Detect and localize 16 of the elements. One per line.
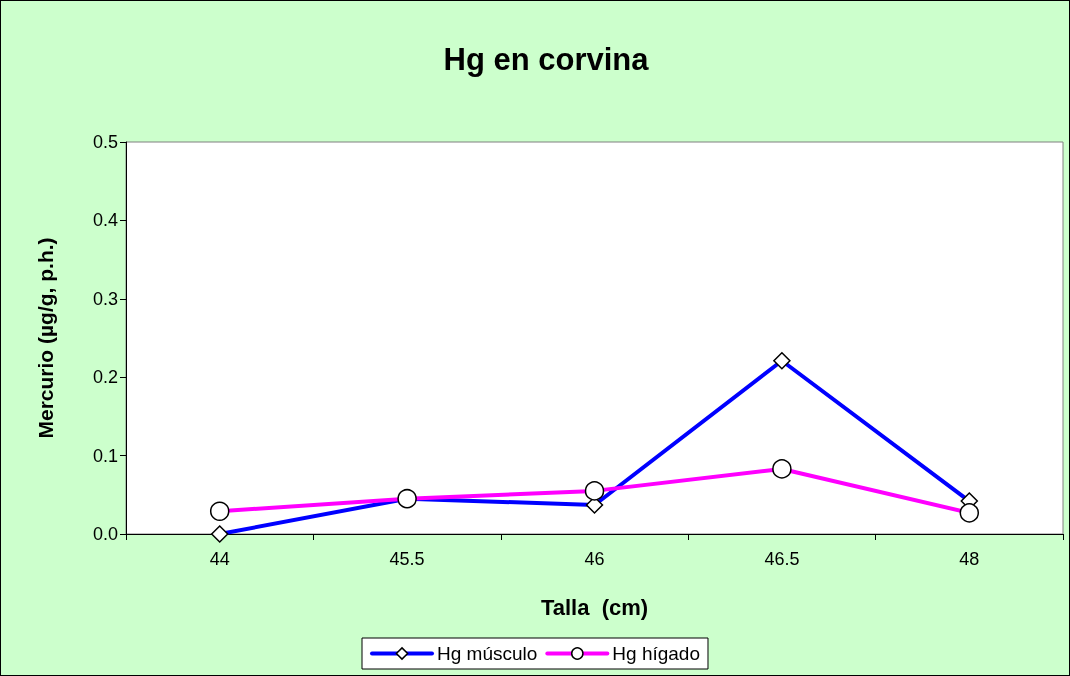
chart-title: Hg en corvina — [443, 42, 650, 77]
y-axis-title: Mercurio (µg/g, p.h.) — [34, 237, 57, 439]
legend-label: Hg hígado — [612, 643, 701, 664]
y-tick-label: 0.0 — [92, 524, 118, 544]
x-tick-label: 48 — [959, 549, 980, 569]
y-tick-label: 0.2 — [92, 367, 118, 388]
x-tick-label: 46 — [584, 549, 605, 569]
y-tick-label: 0.3 — [92, 288, 118, 309]
legend-label: Hg músculo — [437, 643, 538, 664]
x-tick-label: 45.5 — [389, 549, 425, 569]
x-tick-label: 44 — [209, 549, 230, 569]
x-tick-label: 46.5 — [764, 549, 800, 569]
x-axis-title: Talla (cm) — [540, 594, 649, 620]
y-tick-label: 0.5 — [92, 132, 118, 152]
y-tick-label: 0.1 — [92, 445, 118, 466]
y-tick-label: 0.4 — [92, 210, 118, 231]
